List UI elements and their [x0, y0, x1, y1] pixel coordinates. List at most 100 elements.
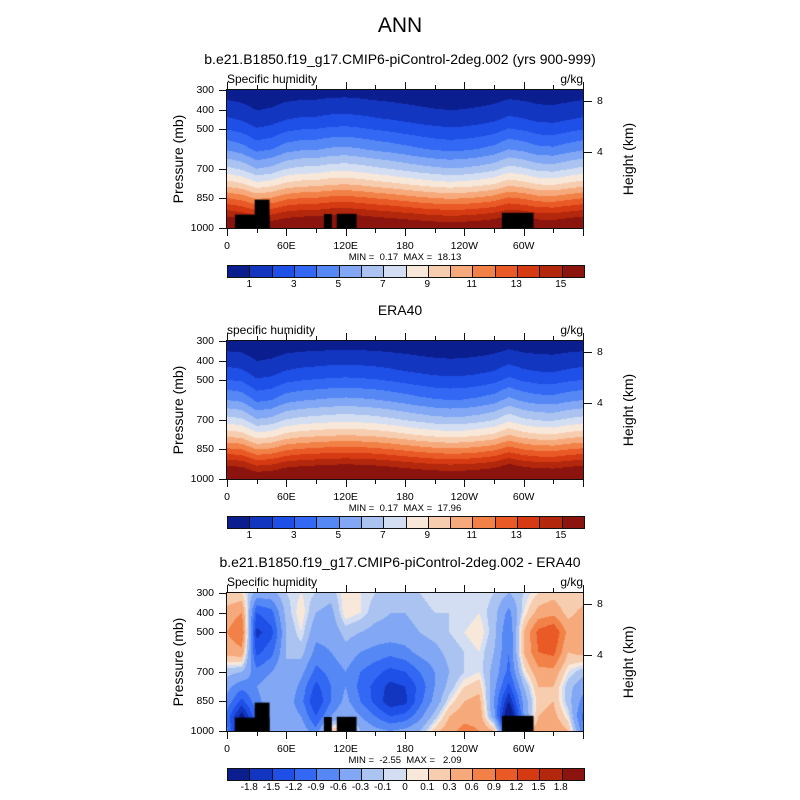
x-major-tick-top — [464, 585, 466, 592]
x-minor-tick-bottom — [553, 480, 555, 484]
x-major-tick-top — [405, 333, 406, 340]
colorbar-tick-label: 15 — [555, 279, 567, 290]
colorbar-segment — [495, 517, 519, 528]
height-tick-label: 4 — [597, 146, 603, 159]
colorbar-segment — [428, 769, 452, 780]
x-major-tick-bottom — [464, 480, 466, 487]
colorbar-segment — [473, 769, 496, 780]
x-major-tick-bottom — [583, 732, 584, 739]
colorbar — [227, 265, 585, 278]
x-tick-label: 180 — [396, 240, 414, 252]
colorbar-tick-label: 1 — [246, 530, 253, 541]
x-major-tick-bottom — [345, 480, 347, 487]
contour-canvas — [227, 90, 583, 228]
x-major-tick-bottom — [464, 229, 466, 236]
minmax-text: MIN = 0.17 MAX = 17.96 — [348, 503, 462, 514]
pressure-tick-label: 850 — [196, 443, 214, 456]
colorbar-segment — [317, 517, 340, 528]
colorbar-tick-label: 1 — [246, 279, 253, 290]
plot-area — [226, 592, 584, 732]
colorbar-tick-label: -0.3 — [351, 782, 370, 793]
x-minor-tick-top — [494, 588, 495, 592]
colorbar-segment — [294, 769, 318, 780]
height-tick-label: 4 — [597, 397, 603, 410]
colorbar-segment — [339, 266, 362, 277]
x-major-tick-top — [227, 585, 228, 592]
colorbar-tick-label: -1.5 — [262, 782, 281, 793]
x-minor-tick-bottom — [494, 229, 495, 233]
colorbar-tick-label: 0.9 — [487, 782, 501, 793]
x-tick-label: 0 — [224, 491, 230, 503]
height-tick — [584, 403, 592, 405]
colorbar-tick-label: 3 — [290, 279, 297, 290]
pressure-tick — [219, 380, 227, 382]
colorbar-segment — [540, 266, 563, 277]
colorbar-segment — [473, 517, 496, 528]
x-tick-label: 180 — [396, 743, 414, 755]
x-minor-tick-bottom — [434, 229, 436, 233]
pressure-tick — [219, 593, 227, 594]
x-tick-label: 120W — [450, 743, 479, 755]
colorbar-segment — [428, 266, 452, 277]
x-major-tick-top — [405, 82, 406, 89]
colorbar-tick-label: 11 — [466, 279, 477, 290]
x-minor-tick-top — [434, 336, 436, 340]
contour-canvas — [227, 593, 583, 731]
colorbar-tick-label: 1.5 — [531, 782, 546, 793]
x-minor-tick-top — [553, 588, 555, 592]
colorbar-tick-label: 0 — [402, 782, 408, 793]
x-major-tick-bottom — [227, 732, 228, 739]
colorbar-segment — [317, 769, 340, 780]
colorbar-tick-label: -1.2 — [285, 782, 303, 793]
colorbar-segment — [428, 517, 452, 528]
colorbar-segment — [294, 266, 318, 277]
x-major-tick-top — [227, 333, 228, 340]
colorbar-tick-label: -1.8 — [240, 782, 258, 793]
x-tick-label: 120E — [333, 240, 358, 252]
colorbar-tick-label: 1.2 — [509, 782, 524, 793]
colorbar-segment — [339, 517, 362, 528]
pressure-tick — [219, 228, 227, 229]
pressure-tick-label: 1000 — [190, 473, 214, 485]
height-tick — [584, 604, 592, 606]
colorbar-segment — [272, 517, 295, 528]
colorbar-segment — [361, 769, 385, 780]
height-tick — [584, 655, 592, 657]
x-major-tick-bottom — [583, 229, 584, 236]
pressure-tick-label: 500 — [196, 374, 214, 387]
pressure-tick — [219, 129, 227, 131]
contour-canvas — [227, 341, 583, 479]
x-minor-tick-top — [316, 336, 317, 340]
pressure-tick — [219, 632, 227, 634]
x-major-tick-top — [286, 82, 288, 89]
field-label: Specific humidity — [227, 575, 318, 589]
x-major-tick-top — [345, 333, 347, 340]
x-tick-label: 180 — [396, 491, 414, 503]
colorbar-tick-label: 5 — [335, 279, 342, 290]
colorbar-segment — [406, 266, 429, 277]
x-minor-tick-top — [316, 588, 317, 592]
x-tick-label: 60E — [276, 240, 296, 252]
pressure-tick — [219, 701, 227, 703]
panel-title: b.e21.B1850.f19_g17.CMIP6-piControl-2deg… — [219, 554, 581, 570]
colorbar-segment — [540, 769, 563, 780]
colorbar-tick-label: 7 — [379, 279, 386, 290]
colorbar-segment — [361, 517, 385, 528]
height-tick — [584, 352, 592, 354]
pressure-tick-label: 500 — [196, 626, 214, 639]
x-major-tick-top — [523, 82, 525, 89]
units-label: g/kg — [560, 575, 583, 589]
colorbar-segment — [317, 266, 340, 277]
colorbar-segment — [562, 517, 584, 528]
x-major-tick-top — [523, 585, 525, 592]
x-tick-label: 60E — [276, 491, 296, 503]
colorbar-segment — [518, 266, 541, 277]
colorbar-segment — [228, 266, 251, 277]
x-tick-label: 0 — [224, 743, 230, 755]
x-minor-tick-top — [375, 336, 377, 340]
colorbar-segment — [473, 266, 496, 277]
x-minor-tick-bottom — [494, 732, 495, 736]
height-axis-label: Height (km) — [620, 373, 636, 447]
colorbar-tick-label: 5 — [335, 530, 342, 541]
